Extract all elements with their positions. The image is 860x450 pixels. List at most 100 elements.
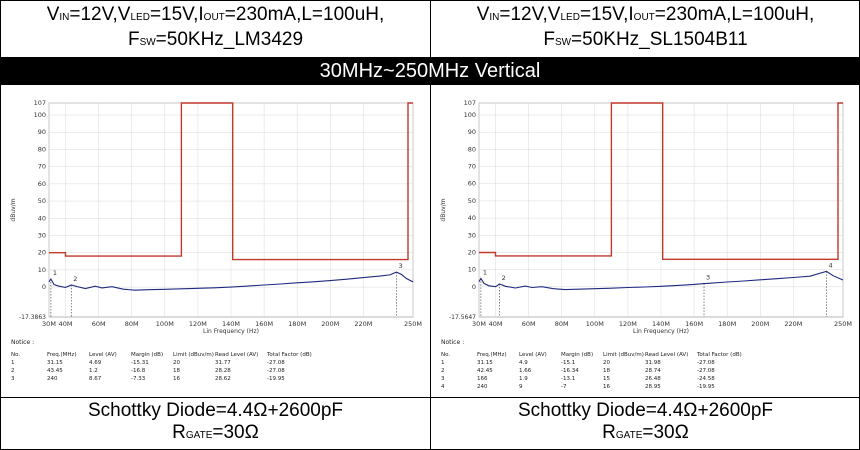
x-tick-label: 30M [472, 320, 486, 328]
table-cell: 43.45 [47, 367, 63, 374]
y-min-label: -17.3863 [19, 314, 46, 321]
table-cell: 28.28 [215, 367, 231, 374]
table-cell: -19.95 [267, 375, 285, 382]
table-header-row: No. Freq.(MHz) Level (AV) Margin (dB) Limit … [441, 351, 747, 359]
table-cell: 31.15 [47, 359, 63, 366]
x-tick-label: 40M [59, 320, 73, 328]
table-row: 4 240 9 -7 16 28.95 -19.95 [441, 383, 747, 391]
y-tick-label: 30 [38, 231, 46, 239]
header-subscript: OUT [203, 12, 225, 23]
table-header-cell: Limit (dBuv/m) [173, 351, 214, 358]
y-axis-label: dBuv/m [10, 198, 17, 221]
table-header-cell: Level (AV) [89, 351, 117, 358]
table-header-row: No. Freq.(MHz) Level (AV) Margin (dB) Limit … [11, 351, 317, 359]
table-cell: 1 [11, 359, 15, 366]
table-cell: 31.77 [215, 359, 231, 366]
marker-label: 1 [53, 269, 57, 277]
table-cell: -16.8 [131, 367, 146, 374]
table-row: 2 43.45 1.2 -16.8 18 28.28 -27.08 [11, 367, 317, 375]
y-tick-label: 50 [38, 197, 46, 205]
x-tick-label: 250M [404, 320, 422, 328]
header-subscript: SW [554, 37, 572, 48]
header-text: =15V,I [149, 4, 204, 25]
header-text: =15V,I [579, 4, 634, 25]
y-tick-label: 40 [468, 214, 476, 222]
table-cell: 1.66 [519, 367, 532, 374]
limit-line [479, 102, 843, 261]
footer-diode-text: Schottky Diode=4.4Ω+2600pF [87, 400, 344, 421]
table-header-cell: Read Level (AV) [215, 351, 259, 358]
header-right-line1: VIN=12V,VLED=15V,IOUT=230mA,L=100uH, [477, 4, 815, 29]
table-cell: -7.33 [131, 375, 146, 382]
table-header-cell: Level (AV) [519, 351, 547, 358]
x-tick-label: 140M [652, 320, 670, 328]
y-tick-label: 20 [38, 249, 46, 257]
marker-label: 1 [483, 268, 487, 276]
footer-subscript: GATE [185, 430, 213, 441]
table-cell: -7 [561, 383, 567, 390]
header-text: =12V,V [499, 4, 561, 25]
x-tick-label: 40M [489, 320, 503, 328]
x-tick-label: 200M [751, 320, 769, 328]
table-cell: 18 [173, 367, 180, 374]
table-header-cell: Limit (dBuv/m) [603, 351, 644, 358]
table-cell: 2 [441, 367, 445, 374]
table-cell: -16.34 [561, 367, 579, 374]
table-cell: 31.98 [645, 359, 661, 366]
y-tick-label: 100 [34, 111, 46, 119]
x-tick-label: 100M [156, 320, 174, 328]
table-cell: 4.9 [519, 359, 528, 366]
header-left-line1: VIN=12V,VLED=15V,IOUT=230mA,L=100uH, [47, 4, 385, 29]
footer-text: R [602, 422, 616, 443]
table-cell: -15.1 [561, 359, 576, 366]
header-text: V [46, 4, 60, 25]
header-text: =50KHz_LM3429 [155, 29, 304, 50]
table-cell: -27.08 [697, 359, 715, 366]
y-tick-label: 50 [468, 197, 476, 205]
footer-right-notes: Schottky Diode=4.4Ω+2600pF RGATE=30Ω [431, 398, 860, 449]
header-left-line2: FSW=50KHz_LM3429 [128, 29, 303, 54]
header-right-conditions: VIN=12V,VLED=15V,IOUT=230mA,L=100uH, FSW… [431, 1, 860, 57]
marker-table-left: No. Freq.(MHz) Level (AV) Margin (dB) Limit … [11, 351, 317, 383]
y-tick-label: 60 [468, 180, 476, 188]
table-cell: -27.08 [267, 359, 285, 366]
footer-left-notes: Schottky Diode=4.4Ω+2600pF RGATE=30Ω [1, 398, 430, 449]
header-text: =230mA,L=100uH, [654, 4, 815, 25]
y-min-label: -17.5647 [449, 314, 476, 321]
x-tick-label: 180M [718, 320, 736, 328]
x-axis-label: Lin Frequency (Hz) [633, 328, 689, 335]
table-cell: 4.69 [89, 359, 102, 366]
header-subscript: LED [130, 12, 150, 23]
table-header-cell: No. [11, 351, 21, 358]
table-cell: 1 [441, 359, 445, 366]
table-cell: 2 [11, 367, 15, 374]
table-cell: 3 [441, 375, 445, 382]
table-cell: -27.08 [267, 367, 285, 374]
footer-gate-text: RGATE=30Ω [602, 422, 689, 447]
header-text: V [476, 4, 490, 25]
header-text: =50KHz_SL1504B11 [571, 29, 748, 50]
table-cell: 1.2 [89, 367, 98, 374]
table-cell: -19.95 [697, 383, 715, 390]
table-row: 2 42.45 1.66 -16.34 18 28.74 -27.08 [441, 367, 747, 375]
y-tick-label: 107 [464, 99, 476, 107]
y-tick-label: 80 [38, 145, 46, 153]
table-cell: 15 [603, 375, 610, 382]
table-header-cell: Freq.(MHz) [47, 351, 77, 358]
column-divider [430, 1, 431, 57]
table-header-cell: Total Factor (dB) [697, 351, 742, 358]
header-text: =230mA,L=100uH, [224, 4, 385, 25]
y-tick-label: 90 [38, 128, 46, 136]
header-subscript: IN [59, 12, 70, 23]
footer-text: R [172, 422, 186, 443]
footer-subscript: GATE [615, 430, 643, 441]
table-header-cell: No. [441, 351, 451, 358]
x-tick-label: 220M [354, 320, 372, 328]
table-cell: 9 [519, 383, 523, 390]
table-cell: 4 [441, 383, 445, 390]
marker-label: 4 [828, 261, 832, 269]
chart-panel-left: 107 100 90 80 70 60 50 40 30 20 10 0 -17.3863 30M 40M 6… [1, 85, 430, 397]
table-cell: 3 [11, 375, 15, 382]
